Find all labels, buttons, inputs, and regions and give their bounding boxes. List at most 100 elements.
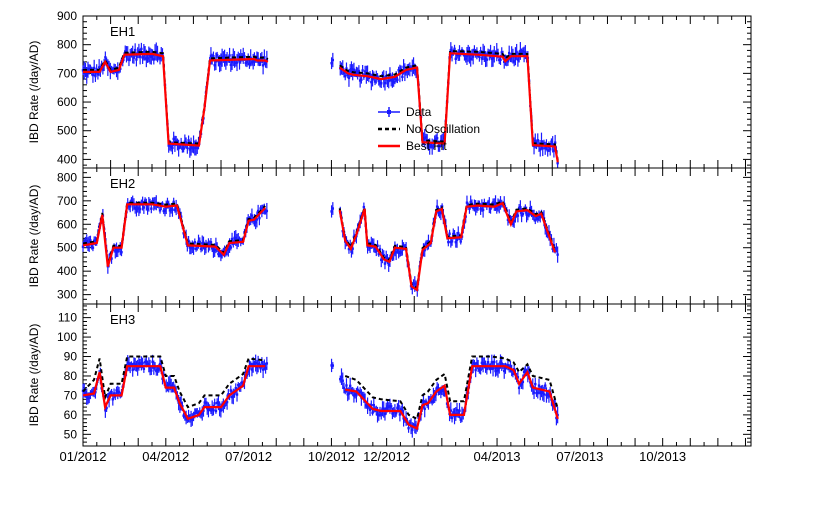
- data-point: [227, 393, 230, 396]
- y-tick-label: 600: [57, 217, 77, 231]
- data-point: [455, 53, 459, 57]
- data-point: [500, 362, 503, 365]
- data-point: [447, 240, 450, 244]
- data-point: [260, 361, 264, 364]
- data-point: [88, 68, 91, 71]
- data-point: [389, 405, 393, 408]
- data-point: [204, 401, 208, 404]
- data-point: [504, 367, 507, 370]
- data-point: [222, 55, 225, 59]
- data-point: [493, 360, 496, 364]
- data-point: [383, 412, 387, 416]
- best-fit-line: [83, 52, 269, 147]
- data-point: [499, 58, 502, 61]
- data-point: [92, 239, 96, 242]
- data-point: [187, 139, 190, 142]
- data-point: [457, 231, 460, 235]
- data-point: [105, 406, 108, 410]
- data-point: [232, 395, 235, 398]
- data-point: [199, 247, 203, 251]
- data-point: [340, 375, 343, 378]
- data-point: [449, 48, 453, 52]
- data-point: [90, 245, 93, 248]
- data-point: [142, 367, 146, 371]
- data-point: [129, 366, 132, 369]
- data-point: [233, 236, 236, 240]
- data-point: [109, 392, 112, 395]
- data-point: [199, 413, 203, 416]
- data-point: [435, 137, 439, 140]
- data-point: [450, 416, 454, 420]
- legend: Data No Oscillation Best Fit: [378, 105, 480, 153]
- data-point: [234, 387, 237, 390]
- data-point: [346, 73, 349, 77]
- data-point: [346, 393, 349, 396]
- data-point: [438, 389, 441, 393]
- data-point: [380, 413, 383, 416]
- data-point: [510, 369, 513, 372]
- data-point: [168, 381, 172, 384]
- data-point: [464, 57, 467, 60]
- data-point: [360, 78, 363, 81]
- x-tick-label: 10/2013: [639, 449, 686, 464]
- data-point: [249, 56, 252, 59]
- data-point: [503, 60, 506, 64]
- data-point: [142, 51, 146, 54]
- data-point: [218, 252, 221, 255]
- panel-eh1: 400 500 600 700 800 900 IBD Rate (/day/AD) EH1: [27, 9, 752, 169]
- data-point: [403, 245, 407, 249]
- data-point: [527, 213, 531, 216]
- data-point: [248, 367, 251, 370]
- data-point: [394, 411, 398, 415]
- data-point: [162, 209, 165, 213]
- data-point: [203, 401, 206, 404]
- y-tick-label: 70: [64, 388, 78, 402]
- data-point: [498, 366, 501, 370]
- data-point: [520, 382, 523, 386]
- data-point: [386, 257, 389, 261]
- data-point: [143, 361, 147, 364]
- data-point: [237, 55, 240, 58]
- data-point: [475, 207, 479, 210]
- data-point: [377, 413, 380, 417]
- data-point: [495, 50, 498, 54]
- data-point: [507, 51, 511, 55]
- data-point: [423, 136, 426, 140]
- data-point: [193, 146, 196, 150]
- data-point: [157, 56, 160, 59]
- data-point: [385, 255, 388, 258]
- data-point: [412, 282, 415, 285]
- data-point: [264, 62, 267, 65]
- data-point: [494, 201, 497, 205]
- data-point: [491, 367, 495, 370]
- data-point: [469, 200, 472, 204]
- data-point: [491, 201, 495, 204]
- data-point: [202, 409, 205, 412]
- data-point: [213, 248, 216, 252]
- data-point: [194, 146, 198, 149]
- data-point: [494, 369, 497, 373]
- legend-label: Best Fit: [406, 139, 447, 153]
- data-point: [424, 136, 428, 139]
- data-point: [515, 50, 518, 54]
- data-point: [539, 391, 542, 395]
- data-point: [187, 414, 190, 418]
- data-point: [388, 405, 392, 408]
- best-fit-line: [82, 365, 266, 421]
- data-point: [524, 369, 527, 372]
- data-point: [341, 379, 344, 382]
- data-point: [555, 246, 558, 250]
- data-point: [212, 55, 215, 58]
- data-point: [391, 256, 394, 259]
- data-point: [370, 403, 373, 407]
- data-point: [259, 207, 262, 210]
- data-point: [330, 364, 333, 367]
- data-point: [534, 382, 537, 386]
- data-point: [553, 141, 557, 144]
- data-point: [498, 205, 501, 208]
- y-axis-label: IBD Rate (/day/AD): [27, 185, 41, 288]
- data-point: [94, 74, 97, 78]
- data-point: [347, 247, 351, 251]
- data-point: [110, 68, 113, 71]
- data-point: [86, 397, 90, 400]
